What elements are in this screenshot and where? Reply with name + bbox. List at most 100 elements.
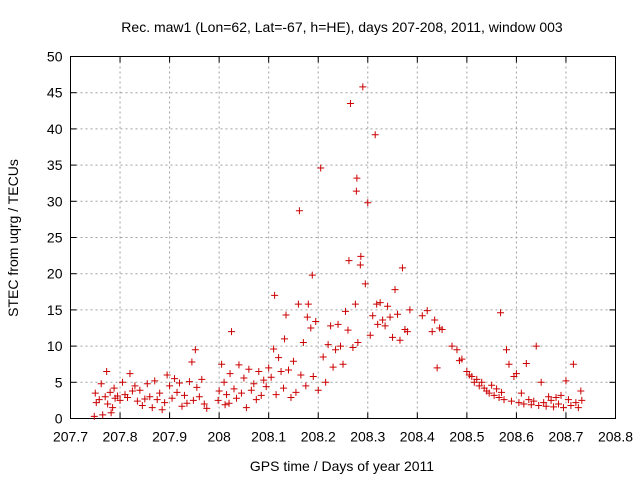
data-point: [319, 353, 327, 361]
y-tick-label: 50: [47, 49, 63, 65]
data-point: [540, 399, 548, 407]
data-point: [485, 389, 493, 397]
data-point: [91, 389, 99, 397]
data-point: [547, 396, 555, 404]
data-point: [386, 313, 394, 321]
data-point: [299, 338, 307, 346]
x-tick-label: 208: [207, 429, 231, 445]
data-point: [403, 328, 411, 336]
data-point: [106, 388, 114, 396]
data-point: [307, 324, 315, 332]
data-point: [228, 328, 236, 336]
data-point: [99, 411, 107, 419]
x-tick-label: 208.4: [400, 429, 435, 445]
data-point: [198, 375, 206, 383]
data-point: [552, 394, 560, 402]
data-point: [245, 365, 253, 373]
data-point: [185, 378, 193, 386]
data-point: [322, 378, 330, 386]
data-point: [90, 412, 98, 420]
data-point: [303, 313, 311, 321]
data-point: [391, 286, 399, 294]
data-point: [163, 371, 171, 379]
x-tick-label: 208.8: [598, 429, 633, 445]
data-point: [374, 320, 382, 328]
data-point: [128, 387, 136, 395]
data-point: [195, 393, 203, 401]
data-point: [188, 358, 196, 366]
x-tick-label: 207.7: [53, 429, 88, 445]
data-point: [555, 400, 563, 408]
data-point: [545, 393, 553, 401]
data-point: [530, 397, 538, 405]
x-axis-label: GPS time / Days of year 2011: [250, 458, 434, 474]
data-point: [572, 399, 580, 407]
data-point: [458, 355, 466, 363]
data-point: [95, 396, 103, 404]
data-point: [275, 354, 283, 362]
data-point: [146, 393, 154, 401]
data-point: [232, 394, 240, 402]
data-point: [230, 385, 238, 393]
data-point: [438, 325, 446, 333]
data-point: [515, 399, 523, 407]
plot-frame: [70, 56, 616, 419]
data-point: [252, 396, 260, 404]
data-point: [396, 336, 404, 344]
data-point: [353, 174, 361, 182]
data-point: [235, 361, 243, 369]
data-point: [468, 373, 476, 381]
data-point: [562, 377, 570, 385]
y-tick-label: 15: [47, 302, 63, 318]
data-point: [394, 310, 401, 318]
data-point: [361, 280, 369, 288]
y-tick-label: 10: [47, 338, 63, 354]
data-point: [180, 391, 188, 399]
data-point: [522, 359, 530, 367]
data-point: [453, 346, 461, 354]
y-axis-label: STEC from uqrg / TECUs: [5, 159, 21, 317]
data-point: [357, 252, 365, 260]
data-point: [101, 393, 109, 401]
data-point: [237, 389, 245, 397]
data-point: [257, 391, 265, 399]
data-point: [240, 374, 248, 382]
data-point: [221, 401, 229, 409]
data-point: [203, 404, 211, 412]
data-point: [535, 401, 543, 409]
data-point: [183, 399, 191, 407]
data-point: [475, 382, 483, 390]
data-point: [500, 396, 508, 404]
data-point: [488, 381, 496, 389]
data-point: [503, 346, 510, 354]
data-point: [332, 346, 340, 354]
data-point: [349, 344, 357, 352]
data-point: [285, 366, 292, 374]
data-point: [281, 335, 289, 343]
data-point: [418, 312, 426, 320]
data-point: [270, 345, 278, 353]
data-point: [339, 360, 347, 368]
x-tick-label: 208.5: [449, 429, 484, 445]
data-point: [478, 378, 486, 386]
data-point: [166, 382, 174, 390]
data-point: [97, 380, 105, 388]
data-point: [344, 326, 352, 334]
data-point: [267, 373, 275, 381]
data-point: [559, 404, 567, 412]
data-point: [369, 312, 377, 320]
data-point: [473, 375, 481, 383]
data-point: [193, 383, 201, 391]
data-point: [151, 377, 159, 385]
data-point: [366, 331, 374, 339]
x-axis-ticks: 207.7 207.8 207.9 208 208.1 208.2 208.3 208.4 20…: [53, 56, 633, 445]
x-tick-label: 208.2: [301, 429, 336, 445]
data-point: [557, 391, 565, 399]
data-point: [398, 264, 406, 272]
data-point: [289, 357, 297, 365]
chart-title: Rec. maw1 (Lon=62, Lat=-67, h=HE), days …: [121, 19, 563, 35]
data-point: [567, 401, 575, 409]
y-tick-label: 0: [55, 411, 63, 427]
data-point: [379, 316, 387, 324]
